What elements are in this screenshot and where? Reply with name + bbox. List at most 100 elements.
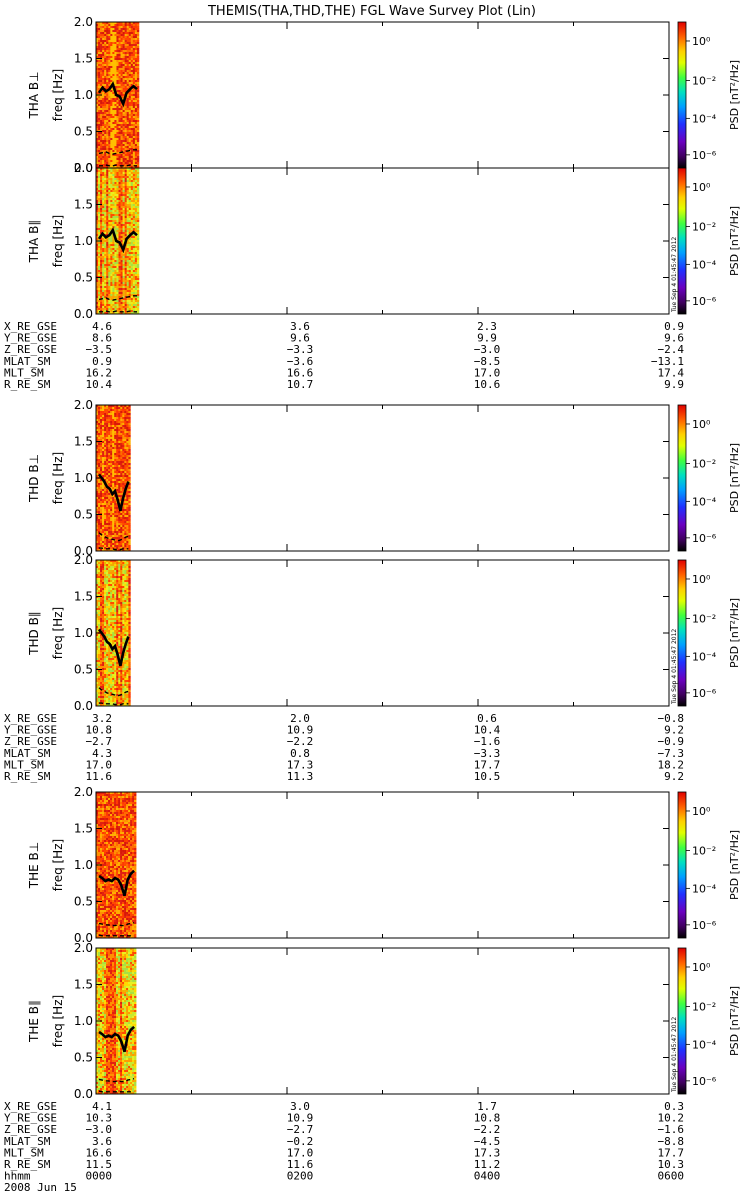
y-tick-label: 1.0 (74, 234, 93, 248)
ephem-row-name: MLAT_SM (4, 355, 51, 368)
ephem-value: 2.0 (290, 712, 310, 725)
ephem-value: 4.6 (92, 320, 112, 333)
y-tick-label: 1.5 (74, 52, 93, 66)
ephem-value: 4.3 (92, 747, 112, 760)
trace-dashed-lower (98, 1090, 135, 1093)
y-tick-label: 2.0 (74, 398, 93, 412)
panel-label: THE B∥ (27, 1000, 41, 1043)
colorbar-tick-label: 10⁰ (692, 35, 711, 48)
y-tick-label: 2.0 (74, 785, 93, 799)
ephem-value: −0.9 (658, 735, 685, 748)
ephem-value: 3.6 (290, 320, 310, 333)
ephem-row-name: Z_RE_GSE (4, 735, 57, 748)
ephem-value: 17.7 (474, 758, 501, 771)
ephem-value: −2.2 (474, 1123, 501, 1136)
panel-frame (95, 559, 670, 707)
panel-frame (95, 791, 670, 939)
ephem-row-name: MLT_SM (4, 758, 44, 771)
ephem-value: −2.2 (287, 735, 314, 748)
ephem-value: 11.2 (474, 1158, 501, 1171)
spectrogram-panel: 2.0 1.5 1.0 0.5 0.0 THE B∥ freq [Hz] (27, 941, 670, 1101)
colorbar-tick-label: 10⁻⁶ (692, 919, 717, 932)
colorbar-label: PSD [nT²/Hz] (728, 206, 741, 276)
y-tick-label: 0.5 (74, 271, 93, 285)
timestamp-stamp: Tue Sep 4 01:45:47 2012 (671, 1017, 678, 1093)
y-tick-label: 0.5 (74, 1051, 93, 1065)
ephem-value: 9.9 (664, 378, 684, 391)
y-tick-label: 1.5 (74, 822, 93, 836)
colorbar: 10⁰ 10⁻² 10⁻⁴ 10⁻⁶ PSD [nT²/Hz] (677, 404, 741, 552)
ephem-value: 10.8 (86, 724, 113, 737)
ephem-value: 0.9 (664, 320, 684, 333)
ephem-value: 10.4 (474, 724, 501, 737)
plot-title: THEMIS(THA,THD,THE) FGL Wave Survey Plot… (207, 4, 536, 19)
spectrogram-panel: 2.0 1.5 1.0 0.5 0.0 THE B⊥ freq [Hz] (27, 785, 670, 945)
y-tick-label: 0.0 (74, 307, 93, 321)
colorbar-label: PSD [nT²/Hz] (728, 830, 741, 900)
colorbar-tick-label: 10⁻² (692, 612, 716, 625)
ephem-value: 17.7 (658, 1146, 685, 1159)
ephem-value: 16.6 (86, 1146, 113, 1159)
y-tick-label: 1.5 (74, 590, 93, 604)
ephem-row-name: MLT_SM (4, 1146, 44, 1159)
colorbar-label: PSD [nT²/Hz] (728, 598, 741, 668)
trace-dashed-upper (98, 687, 129, 697)
colorbar-tick-label: 10⁻⁶ (692, 149, 717, 162)
colorbar-label: PSD [nT²/Hz] (728, 986, 741, 1056)
y-tick-label: 2.0 (74, 15, 93, 29)
colorbar-tick-label: 10⁻² (692, 220, 716, 233)
y-axis-label: freq [Hz] (51, 839, 65, 891)
ephem-value: −1.6 (474, 735, 501, 748)
ephem-value: 3.0 (290, 1100, 310, 1113)
spectrogram-panel: 2.0 1.5 1.0 0.5 0.0 THD B⊥ freq [Hz] (27, 398, 670, 558)
colorbar-tick-label: 10⁻² (692, 457, 716, 470)
ephem-value: −3.3 (287, 343, 314, 356)
colorbar-tick-label: 10⁻² (692, 844, 716, 857)
ephem-value: 17.3 (474, 1146, 501, 1159)
ephem-value: 9.9 (477, 332, 497, 345)
ephem-value: 9.6 (664, 332, 684, 345)
ephem-row-name: Z_RE_GSE (4, 343, 57, 356)
colorbar-tick-label: 10⁻⁶ (692, 687, 717, 700)
ephem-value: −1.6 (658, 1123, 685, 1136)
ephem-value: −2.7 (86, 735, 113, 748)
y-tick-label: 1.5 (74, 978, 93, 992)
colorbar-tick-label: 10⁻⁴ (692, 882, 717, 895)
ephem-row-name: MLAT_SM (4, 747, 51, 760)
ephem-value: 0400 (474, 1170, 501, 1183)
ephem-value: 10.5 (474, 770, 501, 783)
ephem-value: −4.5 (474, 1135, 501, 1148)
ephem-value: −7.3 (658, 747, 685, 760)
ephem-value: 10.7 (287, 378, 314, 391)
ephem-value: 10.2 (658, 1112, 685, 1125)
ephem-value: −8.8 (658, 1135, 685, 1148)
ephem-value: 11.5 (86, 1158, 113, 1171)
y-tick-label: 0.5 (74, 508, 93, 522)
ephem-value: 17.0 (287, 1146, 314, 1159)
ephem-row-name: Y_RE_GSE (4, 332, 57, 345)
ephem-value: −0.8 (658, 712, 685, 725)
colorbar-tick-label: 10⁻⁴ (692, 112, 717, 125)
colorbar-tick-label: 10⁻⁴ (692, 1038, 717, 1051)
ephem-value: 17.0 (474, 366, 501, 379)
ephem-value: 3.6 (92, 1135, 112, 1148)
y-tick-label: 0.0 (74, 544, 93, 558)
colorbar-tick-label: 10⁻⁶ (692, 295, 717, 308)
y-axis-label: freq [Hz] (51, 69, 65, 121)
y-tick-label: 1.0 (74, 858, 93, 872)
y-tick-label: 2.0 (74, 161, 93, 175)
panel-label: THA B⊥ (27, 71, 41, 119)
ephem-value: −3.3 (474, 747, 501, 760)
ephem-value: −0.2 (287, 1135, 314, 1148)
y-axis-label: freq [Hz] (51, 452, 65, 504)
trace-solid (98, 1025, 135, 1053)
ephem-value: 10.6 (474, 378, 501, 391)
trace-solid (97, 628, 130, 667)
ephem-value: 3.2 (92, 712, 112, 725)
ephem-value: −2.7 (287, 1123, 314, 1136)
ephem-value: 10.3 (658, 1158, 685, 1171)
trace-dashed-lower (99, 547, 129, 551)
ephem-value: 8.6 (92, 332, 112, 345)
colorbar-tick-label: 10⁻⁴ (692, 495, 717, 508)
ephem-row-name: hhmm (4, 1170, 31, 1183)
